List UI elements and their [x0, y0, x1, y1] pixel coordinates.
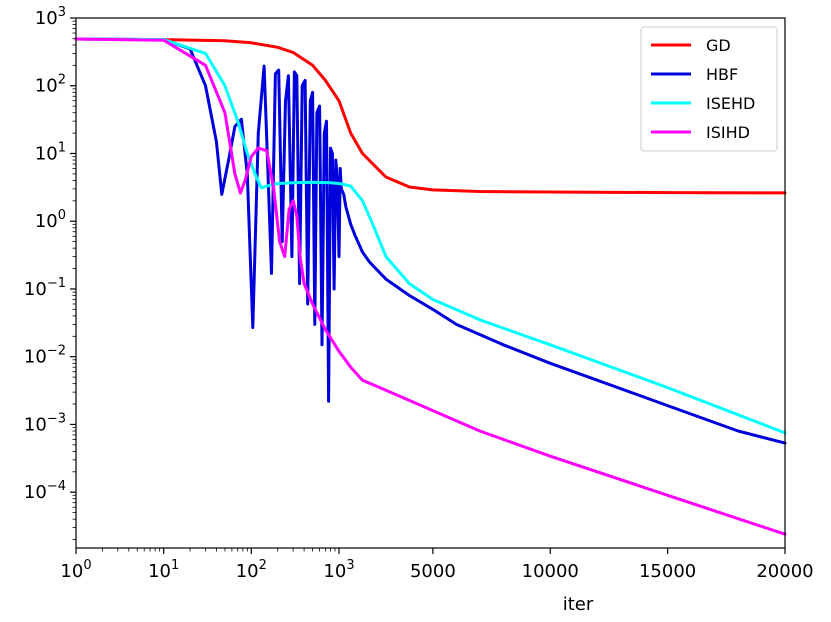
y-axis: 103 102 101 100 10−1 10−2 10−3 10−4 — [24, 5, 76, 540]
y-tick-label: 10−2 — [24, 344, 66, 368]
y-tick-label: 101 — [35, 140, 66, 164]
legend-label-gd: GD — [706, 36, 731, 55]
y-tick-label: 103 — [35, 5, 66, 29]
series-line-isehd — [74, 37, 787, 435]
x-tick-label: 101 — [148, 558, 179, 582]
y-tick-label: 10−4 — [24, 479, 66, 503]
x-tick-label: 10000 — [522, 561, 579, 582]
x-tick-label: 20000 — [756, 561, 813, 582]
x-tick-label: 103 — [323, 558, 354, 582]
x-axis-title: iter — [563, 594, 594, 615]
legend-label-isihd: ISIHD — [706, 123, 750, 142]
series-line-hbf — [74, 37, 787, 445]
plot-frame — [75, 17, 786, 549]
legend-label-hbf: HBF — [706, 65, 738, 84]
y-tick-label: 10−3 — [24, 411, 66, 435]
x-tick-label: 15000 — [639, 561, 696, 582]
x-axis: 100 101 102 103 5000 10000 15000 20000 — [60, 548, 814, 582]
series-line-isihd — [74, 37, 787, 536]
x-tick-label: 102 — [236, 558, 267, 582]
legend-box — [640, 26, 778, 152]
y-tick-label: 10−1 — [24, 276, 66, 300]
series-line-gd — [74, 37, 787, 195]
series-layer — [74, 37, 787, 536]
x-tick-label: 100 — [60, 558, 91, 582]
y-tick-label: 102 — [35, 73, 66, 97]
x-tick-label: 5000 — [410, 561, 456, 582]
y-tick-label: 100 — [35, 208, 66, 232]
legend: GD HBF ISEHD ISIHD — [640, 26, 778, 152]
legend-label-isehd: ISEHD — [706, 94, 755, 113]
